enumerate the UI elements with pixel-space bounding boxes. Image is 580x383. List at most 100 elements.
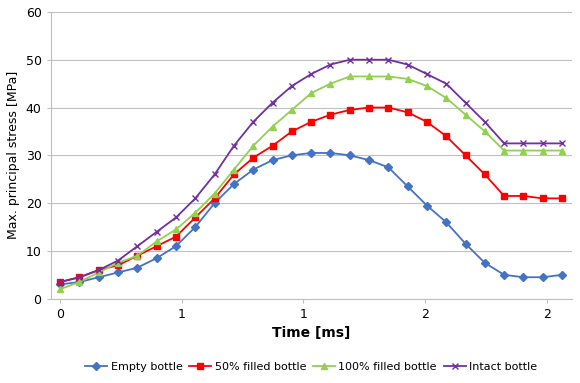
Empty bottle: [250, 167, 257, 172]
Intact bottle: [346, 57, 353, 62]
Empty bottle: [307, 151, 314, 155]
50% filled bottle: [95, 268, 102, 272]
Intact bottle: [462, 100, 469, 105]
Intact bottle: [559, 141, 566, 146]
Y-axis label: Max. principal stress [MPa]: Max. principal stress [MPa]: [7, 71, 20, 239]
100% filled bottle: [172, 227, 179, 232]
Empty bottle: [211, 201, 218, 205]
Empty bottle: [230, 182, 237, 186]
50% filled bottle: [539, 196, 546, 201]
Line: 50% filled bottle: 50% filled bottle: [57, 105, 565, 285]
Empty bottle: [115, 270, 122, 275]
100% filled bottle: [559, 148, 566, 153]
100% filled bottle: [57, 287, 64, 291]
Intact bottle: [153, 229, 160, 234]
Empty bottle: [385, 165, 392, 170]
Intact bottle: [365, 57, 372, 62]
Intact bottle: [520, 141, 527, 146]
Empty bottle: [481, 260, 488, 265]
100% filled bottle: [76, 280, 83, 284]
Empty bottle: [134, 265, 141, 270]
Empty bottle: [288, 153, 295, 158]
100% filled bottle: [230, 167, 237, 172]
Empty bottle: [501, 273, 508, 277]
100% filled bottle: [443, 96, 450, 100]
50% filled bottle: [481, 172, 488, 177]
X-axis label: Time [ms]: Time [ms]: [272, 326, 350, 340]
100% filled bottle: [539, 148, 546, 153]
Empty bottle: [423, 203, 430, 208]
Intact bottle: [385, 57, 392, 62]
100% filled bottle: [481, 129, 488, 134]
50% filled bottle: [192, 215, 199, 220]
Line: Empty bottle: Empty bottle: [57, 150, 565, 287]
100% filled bottle: [192, 210, 199, 215]
Intact bottle: [76, 275, 83, 280]
Empty bottle: [462, 241, 469, 246]
Intact bottle: [481, 119, 488, 124]
100% filled bottle: [250, 144, 257, 148]
Intact bottle: [404, 62, 411, 67]
Intact bottle: [501, 141, 508, 146]
Empty bottle: [269, 158, 276, 162]
50% filled bottle: [288, 129, 295, 134]
50% filled bottle: [385, 105, 392, 110]
50% filled bottle: [559, 196, 566, 201]
Intact bottle: [172, 215, 179, 220]
100% filled bottle: [462, 113, 469, 117]
Intact bottle: [443, 81, 450, 86]
Legend: Empty bottle, 50% filled bottle, 100% filled bottle, Intact bottle: Empty bottle, 50% filled bottle, 100% fi…: [85, 362, 537, 372]
Intact bottle: [95, 268, 102, 272]
50% filled bottle: [462, 153, 469, 158]
50% filled bottle: [501, 194, 508, 198]
100% filled bottle: [211, 191, 218, 196]
100% filled bottle: [404, 77, 411, 81]
Intact bottle: [269, 100, 276, 105]
50% filled bottle: [423, 119, 430, 124]
Line: 100% filled bottle: 100% filled bottle: [57, 74, 565, 292]
100% filled bottle: [307, 91, 314, 95]
Empty bottle: [443, 220, 450, 224]
Empty bottle: [153, 256, 160, 260]
50% filled bottle: [520, 194, 527, 198]
50% filled bottle: [134, 254, 141, 258]
Empty bottle: [539, 275, 546, 280]
100% filled bottle: [327, 81, 334, 86]
Empty bottle: [559, 273, 566, 277]
Intact bottle: [230, 144, 237, 148]
50% filled bottle: [250, 155, 257, 160]
50% filled bottle: [269, 144, 276, 148]
100% filled bottle: [288, 108, 295, 112]
100% filled bottle: [115, 260, 122, 265]
100% filled bottle: [153, 239, 160, 244]
50% filled bottle: [443, 134, 450, 139]
50% filled bottle: [153, 244, 160, 249]
50% filled bottle: [365, 105, 372, 110]
Intact bottle: [423, 72, 430, 76]
Empty bottle: [327, 151, 334, 155]
Intact bottle: [288, 84, 295, 88]
Empty bottle: [57, 282, 64, 287]
50% filled bottle: [115, 263, 122, 268]
50% filled bottle: [172, 234, 179, 239]
50% filled bottle: [404, 110, 411, 115]
Empty bottle: [346, 153, 353, 158]
Intact bottle: [539, 141, 546, 146]
100% filled bottle: [385, 74, 392, 79]
Intact bottle: [57, 280, 64, 284]
100% filled bottle: [501, 148, 508, 153]
Empty bottle: [95, 275, 102, 280]
100% filled bottle: [95, 270, 102, 275]
50% filled bottle: [327, 113, 334, 117]
Empty bottle: [172, 244, 179, 249]
50% filled bottle: [57, 280, 64, 284]
Empty bottle: [520, 275, 527, 280]
50% filled bottle: [76, 275, 83, 280]
100% filled bottle: [346, 74, 353, 79]
Intact bottle: [250, 119, 257, 124]
Intact bottle: [211, 172, 218, 177]
50% filled bottle: [307, 119, 314, 124]
Empty bottle: [404, 184, 411, 189]
Empty bottle: [76, 280, 83, 284]
Empty bottle: [365, 158, 372, 162]
